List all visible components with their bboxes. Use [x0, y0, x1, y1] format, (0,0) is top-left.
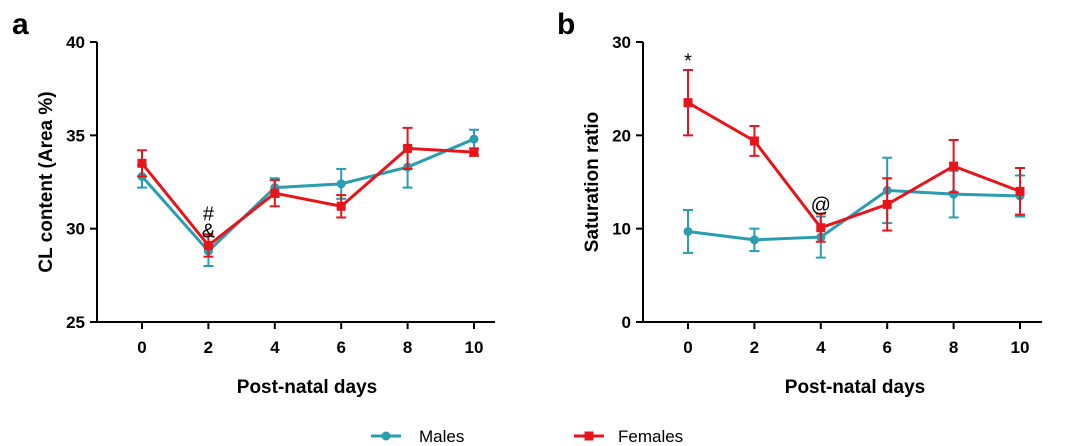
panel-letter-b: b	[557, 8, 575, 41]
data-point	[882, 199, 892, 209]
y-tick-label: 35	[66, 126, 85, 145]
x-tick-label: 10	[1011, 338, 1030, 357]
y-tick-label: 10	[612, 220, 631, 239]
data-point	[469, 134, 479, 144]
x-tick-label: 2	[204, 338, 213, 357]
panel-letter-a: a	[12, 8, 29, 41]
legend-females-label: Females	[618, 427, 683, 446]
series-line	[687, 188, 1021, 242]
data-point	[203, 240, 213, 250]
y-axis-title: Saturation ratio	[582, 112, 603, 252]
data-point	[683, 226, 693, 236]
x-tick-label: 0	[137, 338, 146, 357]
data-point	[336, 201, 346, 211]
legend: Males Females	[371, 427, 683, 446]
series-line	[140, 146, 475, 248]
y-ticks: 25 30 35 40	[66, 33, 97, 332]
y-tick-label: 0	[622, 313, 631, 332]
data-point	[469, 147, 479, 157]
x-ticks: 0 2 4 6 8 10	[137, 322, 483, 357]
annotation-mark: &	[202, 221, 216, 243]
y-tick-label: 20	[612, 126, 631, 145]
x-tick-label: 2	[750, 338, 759, 357]
series-group	[683, 69, 1025, 259]
x-ticks: 0 2 4 6 8 10	[683, 322, 1029, 357]
x-tick-label: 4	[816, 338, 826, 357]
x-tick-label: 6	[336, 338, 345, 357]
y-tick-label: 30	[66, 220, 85, 239]
data-point	[403, 143, 413, 153]
y-tick-label: 30	[612, 33, 631, 52]
x-tick-label: 4	[270, 338, 280, 357]
data-point	[949, 161, 959, 171]
annotations: *@	[684, 51, 831, 217]
legend-males-marker	[381, 431, 391, 441]
x-tick-label: 10	[465, 338, 484, 357]
data-point	[336, 179, 346, 189]
data-point	[270, 188, 280, 198]
annotation-mark: *	[684, 51, 692, 73]
x-tick-label: 0	[683, 338, 692, 357]
data-point	[1015, 186, 1025, 196]
data-point	[137, 158, 147, 168]
annotations: #&	[202, 204, 216, 243]
data-point	[749, 136, 759, 146]
annotation-mark: #	[203, 204, 215, 226]
series-group	[137, 126, 479, 267]
x-tick-label: 8	[949, 338, 958, 357]
series-line	[687, 101, 1021, 230]
data-point	[816, 223, 826, 233]
series-line	[140, 137, 475, 254]
y-tick-label: 40	[66, 33, 85, 52]
series-females	[683, 69, 1025, 243]
data-point	[683, 98, 693, 108]
x-tick-label: 6	[882, 338, 891, 357]
data-point	[749, 235, 759, 245]
y-axis-title: CL content (Area %)	[36, 91, 57, 272]
y-tick-label: 25	[66, 313, 85, 332]
legend-females-marker	[584, 431, 594, 441]
x-axis-title: Post-natal days	[785, 377, 925, 398]
x-axis-title: Post-natal days	[237, 377, 377, 398]
annotation-mark: @	[811, 194, 831, 216]
y-ticks: 0 10 20 30	[612, 33, 643, 332]
x-tick-label: 8	[403, 338, 412, 357]
legend-males-label: Males	[419, 427, 464, 446]
series-females	[137, 126, 479, 258]
